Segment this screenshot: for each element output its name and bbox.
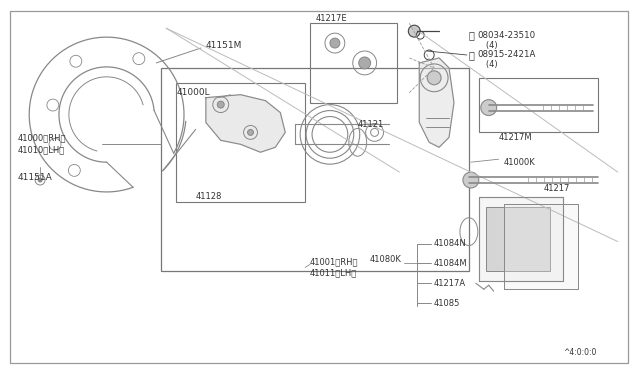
Text: 41000K: 41000K xyxy=(504,158,536,167)
Bar xyxy=(486,207,550,271)
Circle shape xyxy=(217,101,224,108)
Text: 41217: 41217 xyxy=(543,185,570,193)
Text: 41010〈LH〉: 41010〈LH〉 xyxy=(17,146,65,155)
Circle shape xyxy=(408,25,420,37)
Text: Ⓑ: Ⓑ xyxy=(469,30,475,40)
Circle shape xyxy=(427,71,441,85)
Text: 41085: 41085 xyxy=(433,299,460,308)
Circle shape xyxy=(248,129,253,135)
Circle shape xyxy=(481,100,497,116)
Text: 41080K: 41080K xyxy=(370,255,401,264)
Text: 41217A: 41217A xyxy=(433,279,465,288)
Text: 41084M: 41084M xyxy=(433,259,467,268)
Polygon shape xyxy=(419,58,454,147)
Text: 41151A: 41151A xyxy=(17,173,52,182)
Text: 41084N: 41084N xyxy=(433,239,466,248)
Text: Ⓦ: Ⓦ xyxy=(469,50,475,60)
Polygon shape xyxy=(504,204,578,289)
Text: 41000〈RH〉: 41000〈RH〉 xyxy=(17,133,66,142)
Circle shape xyxy=(463,172,479,188)
Bar xyxy=(479,78,598,132)
Text: 41000L: 41000L xyxy=(176,88,210,97)
Text: (4): (4) xyxy=(478,60,497,70)
Bar xyxy=(310,23,397,103)
Circle shape xyxy=(358,57,371,69)
Circle shape xyxy=(330,38,340,48)
Text: (4): (4) xyxy=(478,41,497,49)
Text: 41151M: 41151M xyxy=(206,41,242,49)
Bar xyxy=(161,68,469,271)
Text: 08915-2421A: 08915-2421A xyxy=(478,51,536,60)
Text: 08034-23510: 08034-23510 xyxy=(478,31,536,40)
Bar xyxy=(176,83,305,202)
Text: 41217M: 41217M xyxy=(499,133,532,142)
Text: ^4:0:0:0: ^4:0:0:0 xyxy=(563,348,596,357)
Text: 41001〈RH〉: 41001〈RH〉 xyxy=(310,257,358,266)
Polygon shape xyxy=(206,95,285,152)
Text: 41011〈LH〉: 41011〈LH〉 xyxy=(310,269,357,278)
Text: 41121: 41121 xyxy=(358,120,384,129)
Circle shape xyxy=(38,178,42,182)
Polygon shape xyxy=(479,197,563,281)
Text: 41217E: 41217E xyxy=(316,14,348,23)
Text: 41128: 41128 xyxy=(196,192,222,201)
